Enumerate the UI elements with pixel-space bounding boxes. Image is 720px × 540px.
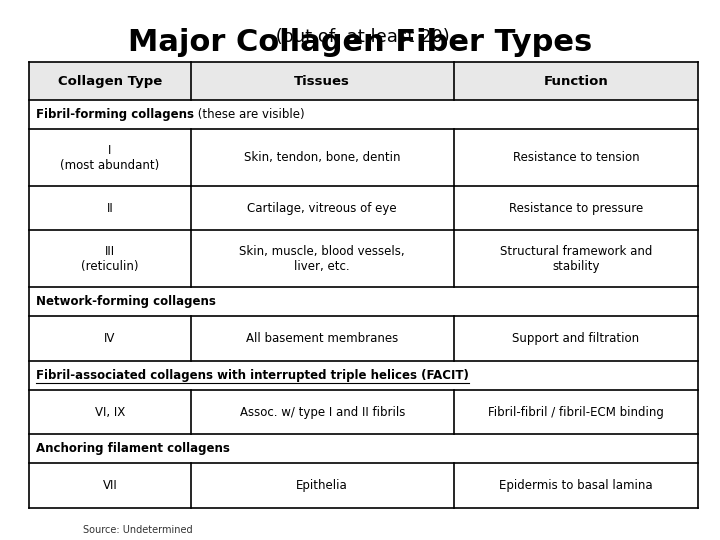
Text: IV: IV [104,332,115,345]
Text: Skin, tendon, bone, dentin: Skin, tendon, bone, dentin [244,151,400,164]
Text: Resistance to pressure: Resistance to pressure [509,202,643,215]
Text: All basement membranes: All basement membranes [246,332,398,345]
Text: Fibril-associated collagens with interrupted triple helices (FACIT): Fibril-associated collagens with interru… [36,369,469,382]
Text: Fibril-forming collagens: Fibril-forming collagens [36,108,194,121]
Text: Epithelia: Epithelia [297,479,348,492]
Text: CC PD-INEL: CC PD-INEL [33,526,68,531]
Text: Resistance to tension: Resistance to tension [513,151,639,164]
Text: Tissues: Tissues [294,75,350,87]
Text: I
(most abundant): I (most abundant) [60,144,159,172]
Text: Major Collagen Fiber Types: Major Collagen Fiber Types [128,28,592,57]
Text: Source: Undetermined: Source: Undetermined [83,525,192,535]
Text: Collagen Type: Collagen Type [58,75,162,87]
Text: Epidermis to basal lamina: Epidermis to basal lamina [499,479,653,492]
Text: III
(reticulin): III (reticulin) [81,245,138,273]
Text: Function: Function [544,75,608,87]
Text: Fibril-fibril / fibril-ECM binding: Fibril-fibril / fibril-ECM binding [488,406,664,419]
Text: II: II [107,202,113,215]
Text: Assoc. w/ type I and II fibrils: Assoc. w/ type I and II fibrils [240,406,405,419]
Text: (out of  at least 20): (out of at least 20) [270,28,450,46]
Text: Anchoring filament collagens: Anchoring filament collagens [36,442,230,455]
Text: Structural framework and
stability: Structural framework and stability [500,245,652,273]
Text: VI, IX: VI, IX [94,406,125,419]
Text: Support and filtration: Support and filtration [513,332,639,345]
Text: Cartilage, vitreous of eye: Cartilage, vitreous of eye [248,202,397,215]
Text: (these are visible): (these are visible) [194,108,305,121]
Text: VII: VII [102,479,117,492]
Text: Network-forming collagens: Network-forming collagens [36,295,216,308]
Text: Skin, muscle, blood vessels,
liver, etc.: Skin, muscle, blood vessels, liver, etc. [239,245,405,273]
